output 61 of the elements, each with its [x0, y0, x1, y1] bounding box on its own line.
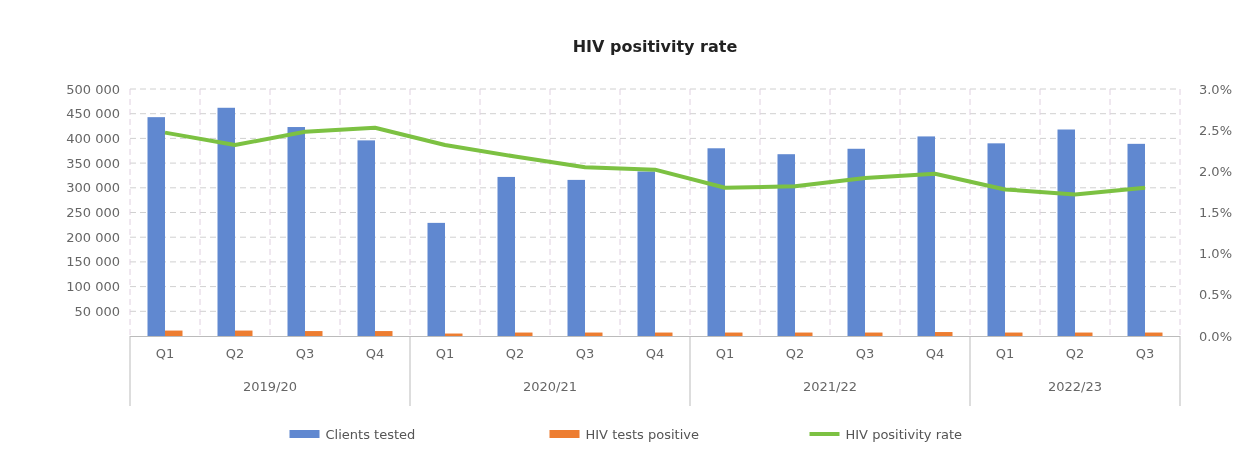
text: 2020/21 [522, 379, 578, 394]
x-tick-label: Q4 [645, 346, 665, 361]
y2-tick-label: 0.0% [1198, 328, 1232, 344]
y-tick-label: 100 000 [66, 279, 120, 295]
bar [165, 330, 183, 336]
bar [707, 148, 725, 336]
y2-tick-label: 1.0% [1198, 246, 1232, 262]
y2-tick-label: 3.0% [1198, 81, 1232, 97]
x-tick-label: Q3 [295, 346, 315, 361]
x-tick-label: Q4 [365, 346, 385, 361]
bar [287, 127, 305, 336]
x-tick-label: Q2 [225, 346, 245, 361]
text: 2022/23 [1047, 379, 1103, 394]
bar [375, 331, 393, 336]
x-tick-label: Q2 [785, 346, 805, 361]
x-tick-label: Q3 [575, 346, 595, 361]
bar [1127, 143, 1145, 336]
x-tick-label: Q2 [1065, 346, 1085, 361]
bar [427, 222, 445, 336]
y-tick-label: 500 000 [66, 81, 120, 97]
line-series [163, 125, 1147, 197]
x-tick-label: Q1 [435, 346, 455, 361]
x-tick-label: Q3 [855, 346, 875, 361]
bar [935, 332, 953, 336]
bar [305, 331, 323, 336]
text: 2021/22 [802, 379, 858, 394]
bar [637, 171, 655, 336]
y-tick-label: 200 000 [66, 229, 120, 245]
y-tick-label: 300 000 [66, 180, 120, 196]
y2-tick-label: 0.5% [1198, 287, 1232, 303]
y-tick-label: 50 000 [74, 303, 120, 319]
text: 2019/20 [242, 379, 298, 394]
x-tick-label: Q3 [1135, 346, 1155, 361]
y-tick-label: 450 000 [66, 106, 120, 122]
y-tick-label: 350 000 [66, 155, 120, 171]
legend-label: Clients tested [325, 426, 416, 442]
legend-label: HIV tests positive [585, 426, 699, 442]
chart-title: HIV positivity rate [572, 37, 738, 56]
x-tick-label: Q1 [995, 346, 1015, 361]
x-tick-label: Q1 [155, 346, 175, 361]
bar [497, 176, 515, 336]
x-tick-label: Q1 [715, 346, 735, 361]
bar [235, 330, 253, 336]
bar [217, 107, 235, 336]
bar [987, 143, 1005, 336]
y-tick-label: 150 000 [66, 254, 120, 270]
bar [567, 179, 585, 336]
y-tick-label: 400 000 [66, 130, 120, 146]
bar [847, 148, 865, 336]
bar [1057, 129, 1075, 336]
bar [917, 136, 935, 336]
y2-tick-label: 2.5% [1198, 122, 1232, 138]
bar [357, 140, 375, 336]
x-tick-label: Q4 [925, 346, 945, 361]
y2-tick-label: 2.0% [1198, 163, 1232, 179]
y2-tick-label: 1.5% [1198, 205, 1232, 221]
bar [147, 117, 165, 336]
bar [777, 154, 795, 336]
legend-label: HIV positivity rate [845, 426, 963, 442]
y-tick-label: 250 000 [66, 205, 120, 221]
x-tick-label: Q2 [505, 346, 525, 361]
